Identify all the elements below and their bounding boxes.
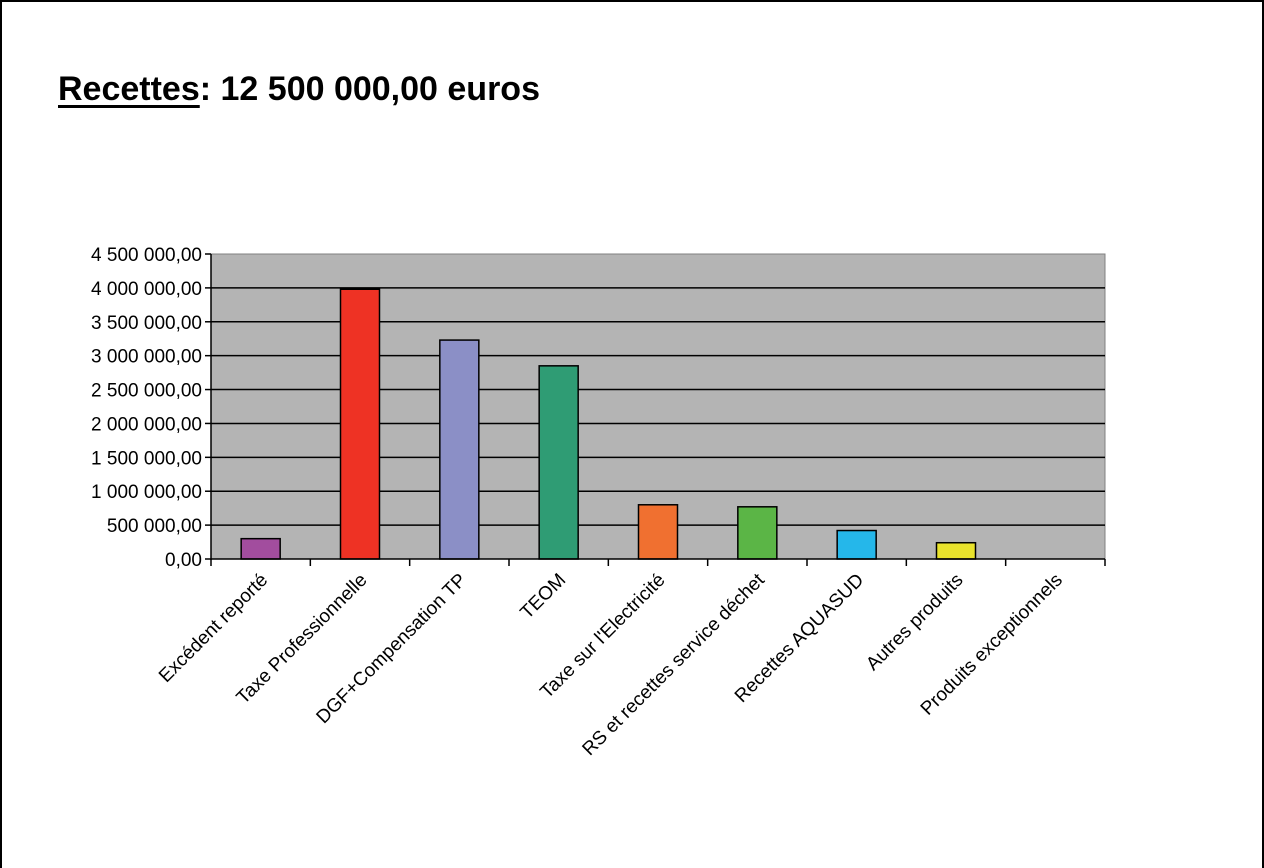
bar: [339, 288, 381, 560]
chart-title-suffix: : 12 500 000,00 euros: [199, 70, 540, 108]
x-category-label: TEOM: [517, 570, 571, 624]
y-tick-label: 4 500 000,00: [91, 245, 202, 266]
axes: [205, 253, 1106, 566]
bar: [935, 541, 977, 560]
bars: [240, 288, 977, 560]
bar: [538, 365, 579, 560]
bar: [439, 339, 480, 560]
chart-title-prefix: Recettes: [58, 70, 200, 108]
x-category-label: RS et recettes service déchet: [579, 569, 770, 760]
x-category-label: Autres produits: [862, 570, 967, 675]
bar: [836, 529, 877, 560]
y-tick-label: 0,00: [165, 550, 202, 571]
y-tick-label: 3 500 000,00: [91, 313, 202, 334]
x-category-label: Excédent reporté: [155, 570, 272, 687]
y-tick-label: 1 500 000,00: [91, 448, 202, 469]
y-tick-label: 500 000,00: [107, 516, 202, 537]
y-tick-labels: 0,00 500 000,00 1 000 000,00 1 500 000,00 2 …: [91, 245, 202, 571]
y-tick-label: 1 000 000,00: [91, 482, 202, 503]
bar: [737, 506, 778, 560]
y-tick-label: 2 500 000,00: [91, 381, 202, 402]
y-tick-label: 4 000 000,00: [91, 279, 202, 300]
y-tick-label: 2 000 000,00: [91, 414, 202, 435]
bar: [240, 537, 281, 560]
bar: [637, 504, 679, 560]
chart-title: Recettes: 12 500 000,00 euros: [58, 72, 540, 106]
y-tick-label: 3 000 000,00: [91, 347, 202, 368]
